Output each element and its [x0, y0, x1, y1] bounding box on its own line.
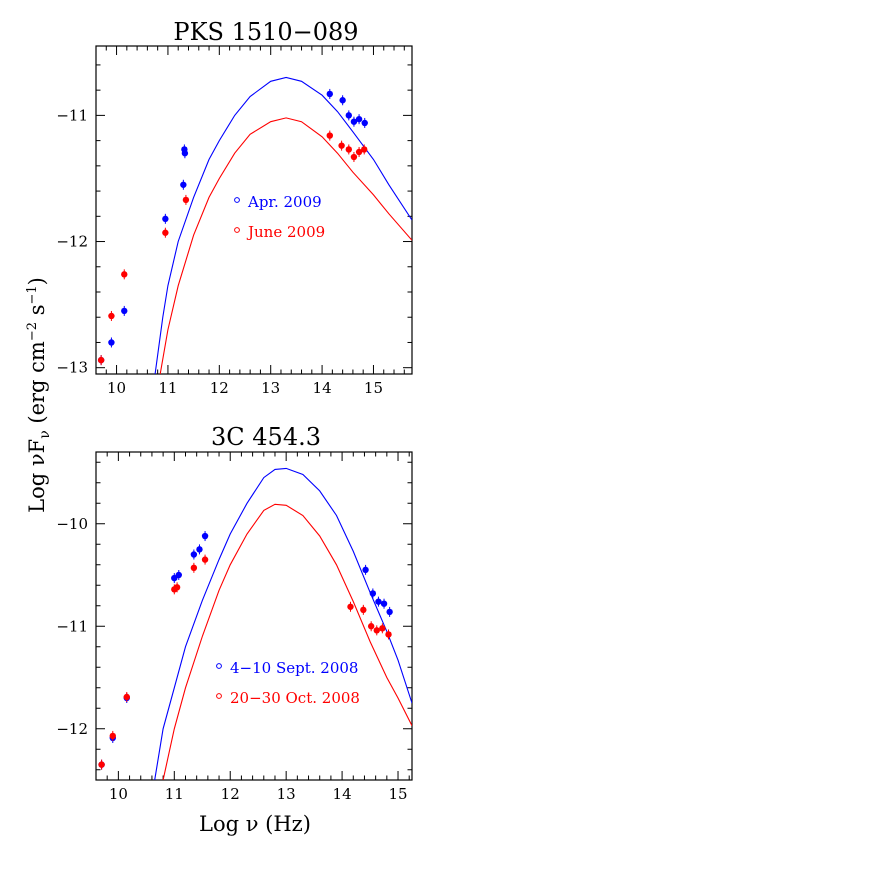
x-tick-label: 14	[313, 379, 332, 397]
data-point	[201, 532, 209, 540]
data-point	[162, 229, 169, 236]
y-axis-label: Log νFν (erg cm−2 s−1)	[25, 277, 53, 513]
legend-entry: Apr. 2009	[247, 193, 322, 211]
data-point	[180, 181, 187, 188]
legend-entry: June 2009	[246, 223, 325, 241]
data-point	[345, 112, 352, 119]
model-curve-red	[162, 503, 412, 780]
y-tick-label: −12	[56, 720, 88, 738]
data-point	[361, 146, 368, 153]
x-tick-label: 10	[109, 785, 128, 803]
data-point	[121, 307, 128, 315]
data-point	[380, 600, 388, 607]
data-point	[355, 115, 363, 123]
y-tick-label: −11	[56, 106, 88, 124]
data-point	[386, 608, 393, 616]
y-tick-label: −10	[56, 515, 88, 533]
data-point	[379, 625, 386, 632]
x-tick-label: 11	[158, 379, 177, 397]
data-point	[196, 546, 203, 553]
legend-marker	[234, 227, 240, 233]
x-tick-label: 13	[261, 379, 280, 397]
x-tick-label: 12	[221, 785, 240, 803]
legend-entry: 20−30 Oct. 2008	[230, 689, 360, 707]
y-tick-label: −13	[56, 359, 88, 377]
data-point	[175, 571, 182, 579]
y-tick-label: −12	[56, 233, 88, 251]
plot-frame	[95, 451, 413, 781]
data-point	[347, 603, 354, 610]
data-point	[350, 118, 358, 125]
data-point	[373, 627, 380, 634]
data-point	[97, 356, 105, 364]
data-point	[162, 215, 169, 223]
data-point	[360, 606, 367, 614]
data-point	[182, 196, 190, 204]
data-point	[367, 623, 375, 630]
plot-frame	[95, 45, 413, 375]
x-tick-label: 15	[364, 379, 383, 397]
panel-title: PKS 1510−089	[173, 18, 358, 46]
data-point	[98, 761, 105, 768]
legend-entry: 4−10 Sept. 2008	[230, 659, 358, 677]
data-point	[361, 119, 368, 127]
data-point	[355, 148, 363, 156]
x-tick-label: 13	[277, 785, 296, 803]
x-tick-label: 11	[165, 785, 184, 803]
data-point	[326, 90, 333, 98]
data-point	[121, 271, 128, 278]
data-point	[201, 556, 209, 563]
data-point	[109, 732, 116, 740]
data-point	[173, 584, 181, 591]
panel-3c-454-3: 3C 454.3 10 11 12 13 14 15 −10 −11 −12 4−10 Sept. …	[56, 423, 413, 803]
data-point	[385, 631, 392, 638]
data-point	[190, 564, 198, 572]
legend-marker	[216, 663, 222, 669]
panel-title: 3C 454.3	[211, 423, 321, 451]
panel-pks-1510-089: PKS 1510−089 10 11 12 13 14 15 −11 −12 −13 Apr. 20…	[56, 18, 413, 397]
y-tick-label: −11	[56, 617, 88, 635]
x-tick-label: 12	[210, 379, 229, 397]
model-curve-red	[159, 117, 412, 374]
data-point	[190, 551, 198, 558]
x-tick-label: 10	[107, 379, 126, 397]
data-point	[171, 574, 178, 582]
data-point	[108, 339, 115, 346]
data-point	[338, 142, 345, 149]
data-point	[345, 146, 352, 153]
data-point	[181, 150, 189, 157]
data-point	[339, 97, 346, 104]
x-axis-label: Log ν (Hz)	[199, 812, 311, 836]
data-point	[108, 312, 115, 320]
data-point	[326, 132, 333, 139]
x-tick-label: 15	[388, 785, 407, 803]
model-curve-blue	[154, 76, 412, 374]
x-tick-label: 14	[333, 785, 352, 803]
data-point	[350, 153, 358, 161]
legend-marker	[216, 693, 222, 699]
data-point	[362, 566, 369, 574]
data-point	[123, 693, 130, 701]
data-point	[375, 598, 382, 605]
data-point	[369, 590, 377, 597]
legend-marker	[234, 197, 240, 203]
